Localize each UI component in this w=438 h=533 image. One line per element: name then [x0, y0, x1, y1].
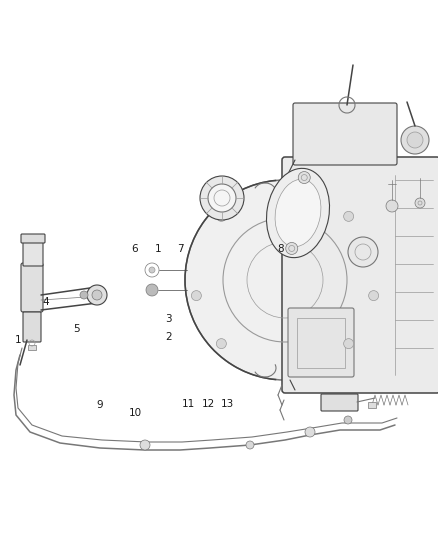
Circle shape: [216, 338, 226, 349]
Circle shape: [344, 212, 353, 221]
Circle shape: [344, 338, 353, 349]
Circle shape: [216, 212, 226, 221]
Circle shape: [407, 132, 423, 148]
Circle shape: [305, 427, 315, 437]
Circle shape: [80, 291, 88, 299]
Circle shape: [369, 290, 378, 301]
Text: 1: 1: [154, 245, 161, 254]
Circle shape: [149, 267, 155, 273]
Ellipse shape: [275, 179, 321, 247]
Circle shape: [286, 243, 298, 254]
Circle shape: [185, 180, 385, 380]
Text: 1: 1: [15, 335, 22, 345]
FancyBboxPatch shape: [282, 157, 438, 393]
Text: 10: 10: [129, 408, 142, 418]
Circle shape: [348, 237, 378, 267]
Text: 6: 6: [131, 245, 138, 254]
Circle shape: [415, 198, 425, 208]
Text: 9: 9: [96, 400, 103, 410]
Circle shape: [344, 416, 352, 424]
Circle shape: [200, 176, 244, 220]
Ellipse shape: [266, 168, 329, 257]
Text: 2: 2: [165, 332, 172, 342]
Text: 4: 4: [42, 297, 49, 307]
Bar: [297, 318, 345, 368]
Circle shape: [92, 290, 102, 300]
Circle shape: [191, 290, 201, 301]
Circle shape: [246, 441, 254, 449]
Circle shape: [298, 172, 310, 183]
Circle shape: [386, 200, 398, 212]
Text: 3: 3: [165, 314, 172, 324]
Circle shape: [401, 126, 429, 154]
Bar: [28, 345, 36, 350]
Circle shape: [146, 284, 158, 296]
Text: 12: 12: [201, 399, 215, 409]
Circle shape: [208, 184, 236, 212]
Text: 11: 11: [182, 399, 195, 409]
FancyBboxPatch shape: [21, 263, 43, 312]
Bar: [368, 402, 376, 408]
FancyBboxPatch shape: [293, 103, 397, 165]
Text: 8: 8: [277, 245, 284, 254]
Text: 5: 5: [73, 325, 80, 334]
Circle shape: [87, 285, 107, 305]
Text: 13: 13: [221, 399, 234, 409]
FancyBboxPatch shape: [23, 312, 41, 342]
Text: 7: 7: [177, 245, 184, 254]
Circle shape: [140, 440, 150, 450]
FancyBboxPatch shape: [288, 308, 354, 377]
FancyBboxPatch shape: [321, 394, 358, 411]
FancyBboxPatch shape: [23, 239, 43, 266]
FancyBboxPatch shape: [21, 234, 45, 243]
